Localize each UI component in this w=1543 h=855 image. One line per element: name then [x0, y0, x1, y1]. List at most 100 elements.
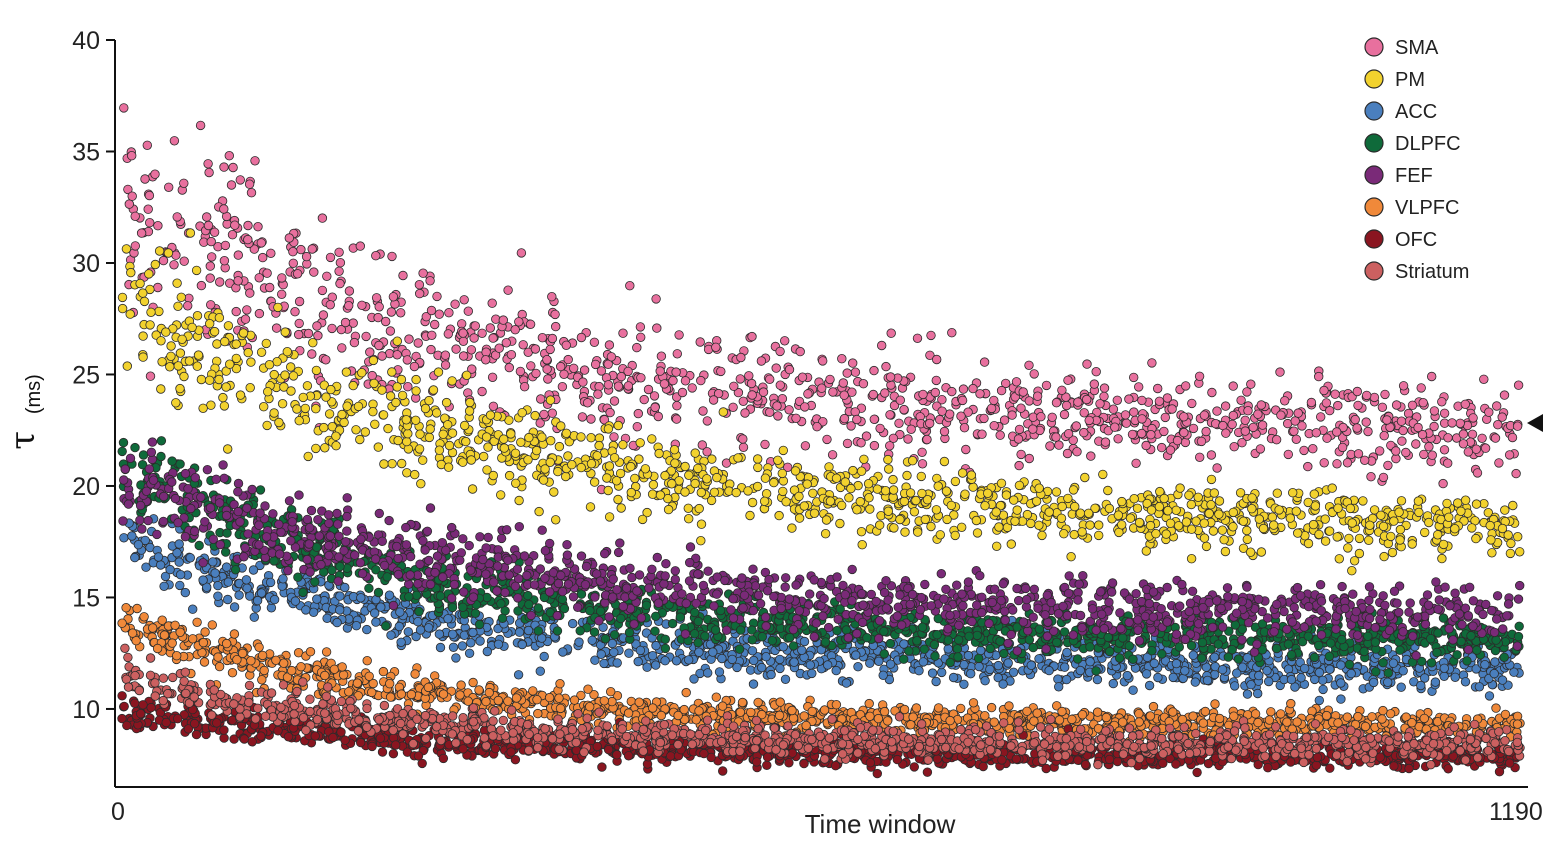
data-point — [757, 632, 768, 642]
data-point — [144, 217, 155, 228]
data-point — [738, 434, 748, 444]
data-point — [875, 520, 885, 530]
data-point — [458, 602, 468, 613]
data-point — [1171, 658, 1182, 669]
data-point — [818, 356, 828, 366]
data-point — [1062, 647, 1072, 658]
data-point — [655, 366, 665, 376]
data-point — [790, 466, 801, 476]
data-point — [1293, 408, 1303, 418]
data-point — [252, 595, 263, 606]
data-point — [214, 374, 224, 385]
data-point — [995, 636, 1005, 647]
data-point — [414, 606, 424, 617]
data-point — [242, 305, 252, 315]
data-point — [1398, 666, 1408, 676]
data-point — [600, 634, 611, 644]
data-point — [513, 670, 524, 680]
data-point — [1213, 639, 1224, 649]
data-point — [1424, 442, 1434, 452]
data-point — [228, 162, 238, 173]
data-point — [1306, 397, 1317, 408]
data-point — [859, 454, 869, 465]
data-point — [996, 385, 1007, 396]
data-point — [1513, 631, 1524, 642]
data-point — [1184, 490, 1194, 501]
data-point — [1506, 538, 1516, 549]
data-point — [1286, 650, 1297, 660]
data-point — [844, 493, 854, 503]
data-point — [865, 658, 875, 668]
data-point — [957, 468, 968, 478]
data-point — [360, 427, 371, 437]
data-point — [966, 470, 977, 480]
data-point — [1364, 595, 1374, 606]
data-point — [443, 462, 454, 472]
data-point — [312, 594, 322, 604]
data-point — [280, 327, 290, 337]
data-point — [307, 349, 317, 359]
data-point — [1034, 520, 1044, 531]
data-point — [392, 382, 402, 392]
data-point — [603, 424, 614, 434]
data-point — [942, 514, 952, 525]
data-point — [977, 429, 987, 439]
data-point — [831, 665, 841, 676]
data-point — [1010, 516, 1020, 527]
data-point — [265, 282, 275, 293]
data-point — [394, 621, 405, 632]
data-point — [647, 434, 657, 444]
data-point — [731, 487, 741, 498]
data-point — [1504, 450, 1515, 460]
data-point — [1497, 412, 1507, 422]
data-point — [1363, 535, 1374, 546]
data-point — [596, 649, 606, 660]
data-point — [1194, 371, 1205, 382]
data-point — [539, 409, 549, 420]
data-point — [1458, 429, 1469, 439]
data-point — [781, 497, 791, 507]
data-point — [1079, 408, 1089, 418]
data-point — [395, 607, 405, 617]
data-point — [355, 241, 366, 251]
data-point — [616, 613, 626, 624]
data-point — [135, 515, 145, 525]
data-point — [1460, 495, 1471, 505]
data-point — [747, 646, 758, 656]
data-point — [935, 530, 946, 540]
data-point — [1034, 483, 1044, 493]
data-point — [381, 316, 391, 327]
data-point — [373, 312, 383, 323]
data-point — [179, 256, 189, 266]
data-point — [1174, 642, 1185, 652]
data-point — [1053, 674, 1063, 684]
data-point — [294, 296, 305, 307]
data-point — [1217, 664, 1228, 675]
data-point — [684, 514, 694, 524]
data-point — [966, 669, 976, 679]
data-point — [1331, 427, 1342, 437]
data-point — [1324, 651, 1335, 662]
data-point — [220, 547, 231, 557]
data-point — [956, 411, 966, 421]
data-point — [277, 273, 287, 283]
data-point — [727, 654, 737, 665]
data-point — [1463, 447, 1474, 457]
data-point — [1032, 391, 1043, 401]
data-point — [381, 621, 391, 631]
data-point — [797, 645, 807, 656]
data-point — [856, 527, 867, 537]
data-point — [1014, 460, 1024, 471]
data-point — [1051, 487, 1062, 497]
data-point — [274, 417, 284, 428]
data-point — [1491, 635, 1501, 645]
data-point — [1432, 647, 1442, 658]
data-point — [1325, 638, 1336, 648]
data-point — [1134, 517, 1145, 528]
data-point — [609, 453, 620, 463]
data-point — [753, 462, 763, 473]
data-point — [387, 367, 397, 377]
data-point — [1061, 674, 1072, 685]
data-point — [504, 470, 515, 481]
data-point — [481, 432, 492, 442]
